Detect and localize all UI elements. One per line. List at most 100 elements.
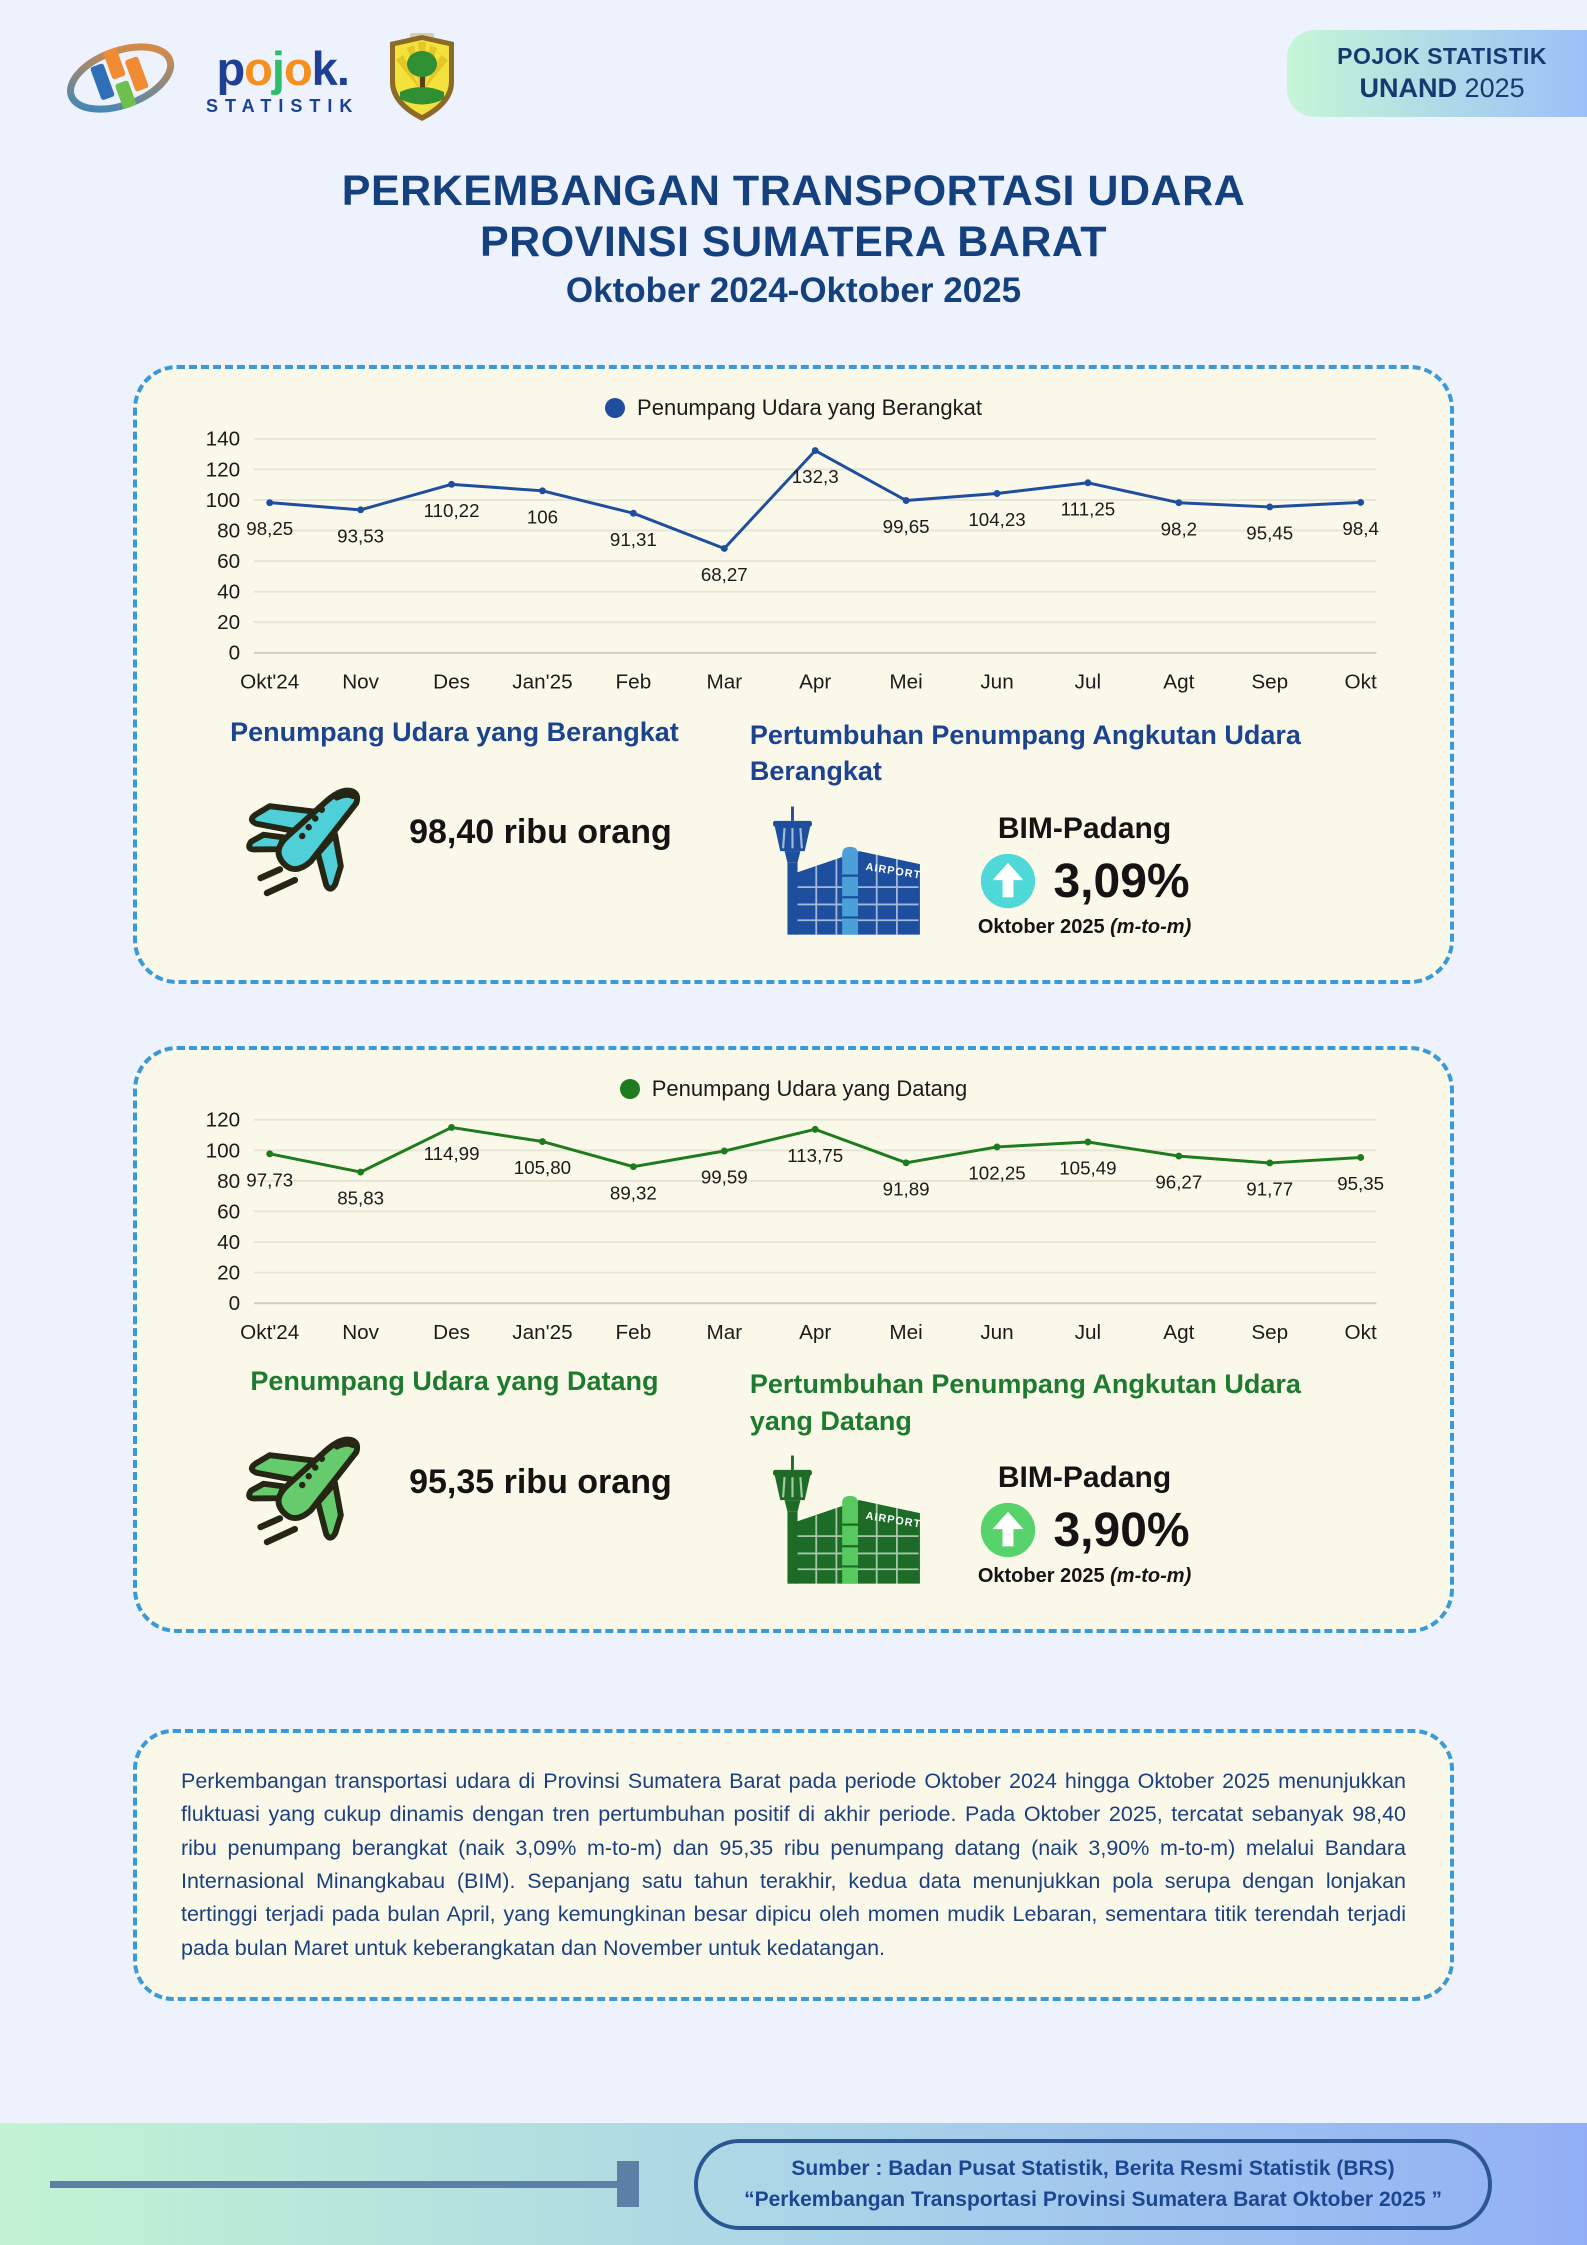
header: pojok. STATISTIK POJOK STATISTIK UNAND 2… — [0, 0, 1587, 140]
svg-text:60: 60 — [217, 550, 240, 573]
footer-rule-cap — [617, 2161, 640, 2207]
svg-text:Mar: Mar — [706, 671, 742, 694]
legend-dot — [619, 1078, 640, 1099]
svg-text:Nov: Nov — [342, 1320, 379, 1343]
svg-text:104,23: 104,23 — [968, 510, 1025, 531]
sumbar-emblem-icon — [390, 33, 455, 121]
svg-text:140: 140 — [206, 428, 241, 451]
svg-text:Mar: Mar — [706, 1320, 742, 1343]
footer-rule — [50, 2180, 618, 2188]
stat-value: 98,40 ribu orang — [409, 813, 672, 852]
legend-dot — [605, 398, 626, 419]
svg-text:20: 20 — [217, 612, 240, 635]
line-chart-svg: 0 20 40 60 80 100 120 140 98,25 93,53 110,22 106 91,… — [206, 428, 1379, 694]
svg-text:Feb: Feb — [616, 671, 652, 694]
legend-label: Penumpang Udara yang Datang — [651, 1075, 968, 1101]
svg-text:40: 40 — [217, 581, 240, 604]
svg-text:100: 100 — [206, 1139, 241, 1162]
svg-text:Okt'24: Okt'24 — [240, 671, 299, 694]
airport-building-icon: AIRPORT — [772, 1455, 922, 1584]
svg-text:Nov: Nov — [342, 671, 379, 694]
stat-title: Penumpang Udara yang Datang — [250, 1366, 659, 1397]
svg-text:98,4: 98,4 — [1342, 518, 1378, 539]
stat-title: Penumpang Udara yang Berangkat — [230, 716, 679, 747]
svg-text:Apr: Apr — [799, 671, 831, 694]
airport-building-icon: AIRPORT — [772, 806, 922, 935]
bps-logo-icon — [67, 43, 175, 113]
page-title: PERKEMBANGAN TRANSPORTASI UDARA PROVINSI… — [0, 166, 1587, 311]
svg-text:20: 20 — [217, 1261, 240, 1284]
line-chart-svg: 0 20 40 60 80 100 120 97,73 85,83 114,99 105,80 89,… — [206, 1108, 1385, 1343]
svg-text:111,25: 111,25 — [1061, 499, 1116, 520]
svg-text:0: 0 — [229, 1292, 241, 1315]
airplane-icon — [246, 787, 361, 896]
pojok-wordmark: pojok. — [216, 42, 349, 95]
growth-period: Oktober 2025 (m-to-m) — [977, 1565, 1192, 1588]
svg-text:Apr: Apr — [799, 1320, 831, 1343]
svg-text:Okt: Okt — [1345, 1320, 1377, 1343]
svg-text:91,77: 91,77 — [1246, 1178, 1293, 1199]
pojok-subtitle: STATISTIK — [206, 96, 360, 116]
source-line1: Sumber : Badan Pusat Statistik, Berita R… — [791, 2156, 1395, 2180]
svg-text:Okt'24: Okt'24 — [240, 1320, 299, 1343]
svg-text:Agt: Agt — [1163, 671, 1194, 694]
svg-text:Jan'25: Jan'25 — [512, 671, 572, 694]
svg-text:60: 60 — [217, 1200, 240, 1223]
footer: Sumber : Badan Pusat Statistik, Berita R… — [0, 2123, 1587, 2245]
svg-text:106: 106 — [527, 507, 558, 528]
svg-text:68,27: 68,27 — [701, 564, 748, 585]
svg-text:98,25: 98,25 — [246, 519, 293, 540]
svg-text:Okt: Okt — [1345, 671, 1377, 694]
source-line2: “Perkembangan Transportasi Provinsi Suma… — [744, 2188, 1442, 2211]
svg-text:91,89: 91,89 — [883, 1178, 930, 1199]
svg-text:80: 80 — [217, 1169, 240, 1192]
departure-line-chart: 0 20 40 60 80 100 120 140 98,25 93,53 110,22 106 91,… — [177, 425, 1410, 702]
title-line1: PERKEMBANGAN TRANSPORTASI UDARA — [341, 167, 1246, 215]
stat-value: 95,35 ribu orang — [409, 1462, 672, 1501]
up-arrow-icon — [981, 1503, 1036, 1558]
departure-growth-stat: Pertumbuhan Penumpang Angkutan Udara Ber… — [732, 717, 1410, 952]
arrival-card: Penumpang Udara yang Datang 0 20 40 60 80 100… — [133, 1045, 1454, 1633]
source-pill: Sumber : Badan Pusat Statistik, Berita R… — [694, 2138, 1492, 2230]
svg-text:114,99: 114,99 — [424, 1143, 480, 1164]
svg-text:99,65: 99,65 — [883, 517, 930, 538]
growth-percentage: 3,90% — [1053, 1503, 1190, 1557]
svg-text:85,83: 85,83 — [337, 1187, 384, 1208]
departure-card: Penumpang Udara yang Berangkat 0 20 40 60 80… — [133, 365, 1454, 984]
svg-text:110,22: 110,22 — [424, 500, 480, 521]
svg-text:Des: Des — [433, 671, 470, 694]
svg-text:80: 80 — [217, 520, 240, 543]
svg-text:Feb: Feb — [616, 1320, 652, 1343]
growth-title: Pertumbuhan Penumpang Angkutan Udara Ber… — [749, 719, 1301, 787]
svg-text:96,27: 96,27 — [1155, 1171, 1202, 1192]
arrival-stat: Penumpang Udara yang Datang — [177, 1366, 732, 1601]
growth-title: Pertumbuhan Penumpang Angkutan Udara yan… — [749, 1369, 1301, 1436]
svg-text:Agt: Agt — [1163, 1320, 1194, 1343]
svg-text:Jul: Jul — [1075, 1320, 1101, 1343]
badge-subtitle: UNAND 2025 — [1359, 73, 1525, 103]
up-arrow-icon — [981, 853, 1036, 909]
arrival-line-chart: 0 20 40 60 80 100 120 97,73 85,83 114,99 105,80 89,… — [177, 1106, 1410, 1353]
svg-text:Sep: Sep — [1251, 671, 1288, 694]
svg-text:Jun: Jun — [980, 1320, 1013, 1343]
svg-text:Jan'25: Jan'25 — [512, 1320, 572, 1343]
svg-text:Mei: Mei — [889, 1320, 922, 1343]
svg-text:Des: Des — [433, 1320, 470, 1343]
growth-percentage: 3,09% — [1053, 854, 1190, 908]
svg-text:120: 120 — [206, 459, 241, 482]
svg-text:132,3: 132,3 — [792, 467, 839, 488]
svg-text:93,53: 93,53 — [337, 526, 384, 547]
arrival-growth-stat: Pertumbuhan Penumpang Angkutan Udara yan… — [732, 1366, 1410, 1601]
svg-text:98,2: 98,2 — [1161, 519, 1197, 540]
svg-text:0: 0 — [229, 642, 241, 665]
title-period: Oktober 2024-Oktober 2025 — [565, 271, 1022, 311]
chart-legend: Penumpang Udara yang Berangkat — [177, 389, 1410, 425]
badge-title: POJOK STATISTIK — [1337, 43, 1547, 69]
svg-text:40: 40 — [217, 1231, 240, 1254]
svg-text:Jun: Jun — [980, 671, 1013, 694]
chart-legend: Penumpang Udara yang Datang — [177, 1070, 1410, 1106]
growth-period: Oktober 2025 (m-to-m) — [977, 916, 1192, 939]
svg-text:105,49: 105,49 — [1059, 1157, 1116, 1178]
svg-text:Sep: Sep — [1251, 1320, 1288, 1343]
svg-text:95,45: 95,45 — [1246, 523, 1293, 544]
